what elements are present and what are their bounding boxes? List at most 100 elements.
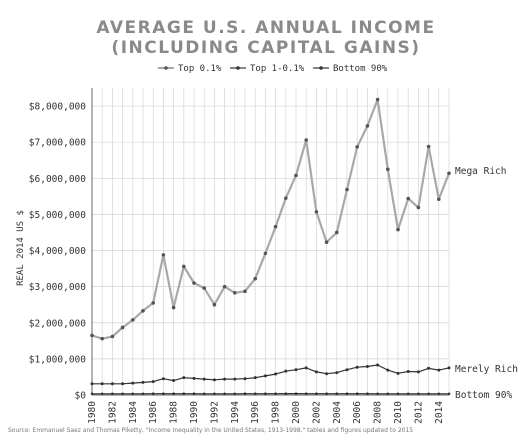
data-point <box>325 372 329 376</box>
legend-label: Top 1-0.1% <box>250 64 305 74</box>
x-tick-label: 1986 <box>148 401 159 424</box>
data-point <box>396 227 400 232</box>
x-tick-label: 1990 <box>189 401 200 424</box>
data-point <box>294 368 298 372</box>
data-point <box>386 167 390 172</box>
x-tick-label: 2004 <box>332 401 343 424</box>
series-line <box>92 364 450 385</box>
data-point <box>365 364 369 368</box>
data-point <box>406 196 411 201</box>
data-point <box>345 187 349 192</box>
data-point <box>182 376 186 380</box>
annotation-mega-rich: Mega Rich <box>455 166 506 177</box>
x-tick-label: 2002 <box>311 401 322 424</box>
x-tick-label: 1996 <box>250 401 261 424</box>
data-point <box>396 392 400 396</box>
y-tick-label: $1,000,000 <box>29 354 86 365</box>
series-lines <box>90 97 451 396</box>
data-point <box>121 382 125 386</box>
data-point <box>284 392 288 395</box>
data-point <box>111 392 114 396</box>
data-point <box>375 97 380 102</box>
data-point <box>263 251 268 256</box>
x-tick-label: 2010 <box>393 401 404 424</box>
data-point <box>141 380 145 384</box>
y-tick-label: $8,000,000 <box>29 102 86 113</box>
x-tick-label: 2000 <box>291 401 302 424</box>
data-point <box>192 376 196 380</box>
annotation-bottom-90: Bottom 90% <box>455 390 512 401</box>
data-point <box>131 318 135 322</box>
data-point <box>274 372 278 376</box>
y-axis-label: REAL 2014 US $ <box>16 210 26 286</box>
data-point <box>437 197 441 202</box>
data-point <box>222 284 227 289</box>
data-point <box>416 205 421 210</box>
data-point <box>376 363 380 367</box>
legend-label: Bottom 90% <box>333 64 388 74</box>
data-point <box>223 377 227 381</box>
data-point <box>171 305 176 310</box>
data-point <box>151 301 155 305</box>
source-note: Source: Emmanuel Saez and Thomas Piketty… <box>8 427 413 434</box>
data-point <box>335 230 339 235</box>
x-tick-label: 2006 <box>352 401 363 424</box>
data-point <box>253 376 257 380</box>
legend-swatch-marker <box>319 66 323 70</box>
data-point <box>365 124 370 128</box>
data-point <box>335 392 339 396</box>
x-tick-label: 1980 <box>87 401 98 424</box>
data-point <box>202 286 206 290</box>
x-tick-label: 1982 <box>107 401 118 424</box>
series-line <box>91 98 451 340</box>
data-point <box>396 371 400 375</box>
x-tick-label: 1984 <box>128 401 139 424</box>
legend-item: Bottom 90% <box>313 64 388 74</box>
y-tick-label: $6,000,000 <box>29 174 86 185</box>
data-point <box>447 366 451 370</box>
x-tick-label: 2012 <box>413 401 424 424</box>
data-point <box>243 392 247 396</box>
series-top-1-0-1- <box>90 363 451 386</box>
legend-item: Top 0.1% <box>158 64 222 74</box>
data-point <box>304 138 309 142</box>
data-point <box>355 145 360 149</box>
data-point <box>376 392 379 396</box>
legend-item: Top 1-0.1% <box>230 64 305 74</box>
data-point <box>304 366 308 370</box>
y-tick-label: $4,000,000 <box>29 246 86 257</box>
axes <box>91 88 449 396</box>
data-point <box>172 379 176 383</box>
data-point <box>294 392 298 395</box>
data-point <box>120 325 125 330</box>
data-point <box>366 392 369 396</box>
data-point <box>274 392 277 395</box>
data-point <box>100 336 104 341</box>
data-point <box>202 377 206 381</box>
data-point <box>110 382 114 386</box>
x-tick-label: 1994 <box>230 401 241 424</box>
data-point <box>427 392 430 396</box>
data-point <box>233 392 237 396</box>
grid <box>91 88 450 396</box>
chart-title-line1: AVERAGE U.S. ANNUAL INCOME <box>96 18 435 38</box>
data-point <box>355 392 359 396</box>
y-tick-label: $7,000,000 <box>29 138 86 149</box>
data-point <box>141 392 145 396</box>
data-point <box>304 392 308 395</box>
data-point <box>90 333 94 338</box>
legend-swatch-marker <box>164 66 168 70</box>
y-tick-label: $3,000,000 <box>29 282 86 293</box>
x-tick-labels: 1980 1982 1984 1986 1988 1990 1992 1994 1996 1998… <box>87 401 445 424</box>
x-tick-label: 2014 <box>434 401 445 424</box>
data-point <box>264 392 267 395</box>
data-point <box>263 374 267 378</box>
data-point <box>345 392 349 396</box>
data-point <box>172 392 175 396</box>
data-point <box>202 392 206 396</box>
data-point <box>100 382 104 386</box>
data-point <box>386 392 390 396</box>
data-point <box>314 210 319 214</box>
data-point <box>121 392 124 396</box>
